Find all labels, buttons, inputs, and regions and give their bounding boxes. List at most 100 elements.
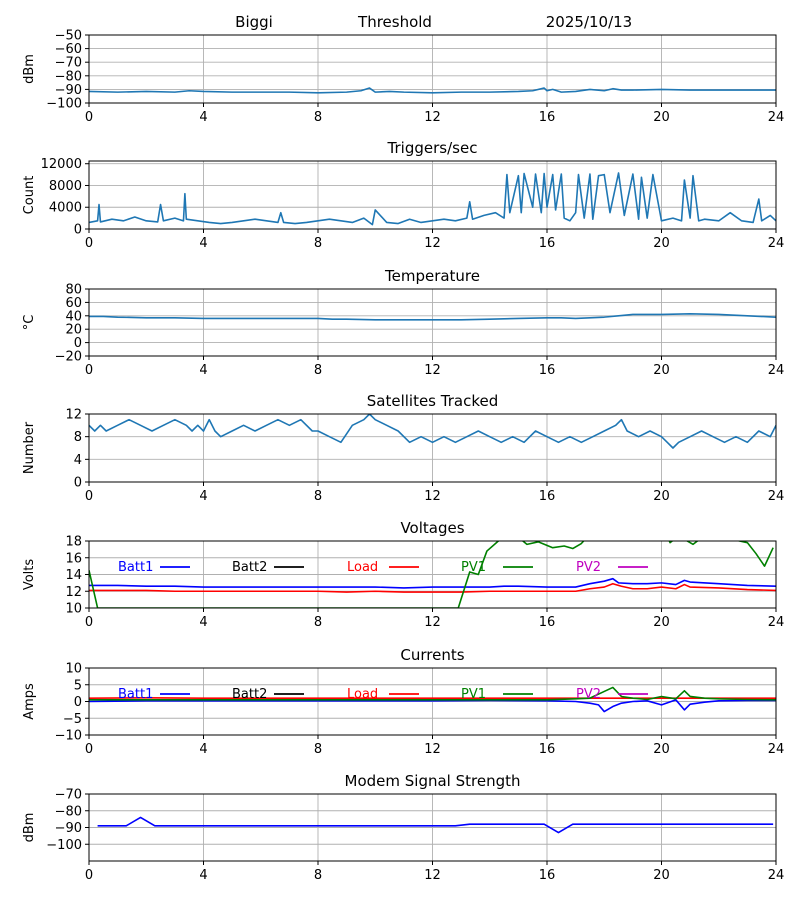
x-tick-label: 4 (199, 868, 207, 883)
y-tick-label: 20 (65, 323, 82, 338)
x-tick-label: 12 (424, 236, 441, 251)
y-tick-label: 0 (74, 336, 82, 351)
y-tick-label: 40 (65, 309, 82, 324)
series-line-currents-batt1 (89, 699, 776, 713)
y-tick-label: 8 (74, 430, 82, 445)
x-tick-label: 8 (314, 868, 322, 883)
x-tick-label: 4 (199, 110, 207, 125)
x-tick-label: 12 (424, 868, 441, 883)
y-axis-label-modem: dBm (22, 813, 37, 843)
legend-label-batt2: Batt2 (232, 560, 267, 575)
x-tick-label: 8 (314, 236, 322, 251)
legend-label-pv2: PV2 (576, 687, 601, 702)
y-axis-label-temperature: °C (22, 315, 37, 331)
y-tick-label: −50 (55, 29, 82, 44)
x-tick-label: 24 (768, 868, 785, 883)
x-tick-label: 16 (539, 363, 556, 378)
x-tick-label: 0 (85, 236, 93, 251)
header-mode: Threshold (357, 13, 432, 31)
y-tick-label: 5 (74, 678, 82, 693)
y-tick-label: 10 (65, 602, 82, 617)
series-line-satellites-0 (89, 414, 776, 449)
legend-label-pv1: PV1 (461, 560, 486, 575)
x-tick-label: 20 (653, 363, 670, 378)
x-tick-label: 0 (85, 615, 93, 630)
x-tick-label: 0 (85, 489, 93, 504)
series-line-temperature-0 (89, 312, 776, 321)
x-tick-label: 20 (653, 742, 670, 757)
series-line-signal-0 (89, 87, 776, 94)
y-tick-label: −80 (55, 804, 82, 819)
x-tick-label: 4 (199, 615, 207, 630)
y-tick-label: −100 (46, 838, 82, 853)
series-line-voltages-pv1 (89, 541, 774, 608)
y-tick-label: 18 (65, 535, 82, 550)
x-tick-label: 8 (314, 489, 322, 504)
series-line-currents-pv1 (89, 686, 776, 701)
panel-title-currents: Currents (400, 646, 464, 664)
legend-label-load: Load (347, 560, 378, 575)
y-tick-label: 60 (65, 296, 82, 311)
x-tick-label: 20 (653, 110, 670, 125)
x-tick-label: 12 (424, 489, 441, 504)
x-tick-label: 12 (424, 363, 441, 378)
x-tick-label: 16 (539, 110, 556, 125)
x-tick-label: 16 (539, 868, 556, 883)
y-tick-label: 4000 (49, 201, 82, 216)
y-tick-label: 0 (74, 695, 82, 710)
y-tick-label: −80 (55, 69, 82, 84)
y-axis-label-voltages: Volts (22, 559, 37, 591)
series-group-currents (89, 686, 776, 713)
series-group-triggers (89, 172, 776, 226)
y-tick-label: 10 (65, 662, 82, 677)
legend-label-batt1: Batt1 (118, 560, 153, 575)
y-axis-label-currents: Amps (22, 683, 37, 720)
y-tick-label: 8000 (49, 179, 82, 194)
header-date: 2025/10/13 (546, 13, 632, 31)
x-tick-label: 16 (539, 615, 556, 630)
series-line-modem-0 (97, 816, 774, 834)
x-tick-label: 0 (85, 868, 93, 883)
y-tick-label: 12 (65, 585, 82, 600)
y-axis-label-signal: dBm (22, 54, 37, 84)
y-tick-label: −60 (55, 42, 82, 57)
panel-modem: 0 4 8 12 16 20 24 −100 −90 −80−70 Modem Signal Str… (22, 772, 784, 883)
panel-triggers: 0 4 8 12 16 20 24 0 4000 8000 12000 Triggers/sec Cou… (22, 139, 784, 251)
series-line-voltages-batt1 (89, 577, 776, 589)
x-tick-label: 24 (768, 236, 785, 251)
series-line-voltages-load (89, 582, 776, 593)
x-tick-label: 12 (424, 742, 441, 757)
y-tick-label: −90 (55, 821, 82, 836)
x-tick-label: 4 (199, 489, 207, 504)
header-station: Biggi (235, 13, 273, 31)
legend-label-batt2: Batt2 (232, 687, 267, 702)
legend-voltages: Batt1 Batt2 Load PV1 PV2 (118, 560, 648, 575)
legend-label-pv2: PV2 (576, 560, 601, 575)
x-tick-label: 4 (199, 236, 207, 251)
legend-currents: Batt1 Batt2 Load PV1 PV2 (118, 687, 648, 702)
series-group-voltages (89, 541, 776, 608)
y-tick-label: −70 (55, 56, 82, 71)
x-tick-label: 20 (653, 615, 670, 630)
y-tick-label: 16 (65, 551, 82, 566)
x-tick-label: 24 (768, 489, 785, 504)
chart-header: Biggi Threshold 2025/10/13 (235, 13, 632, 31)
series-line-triggers-0 (89, 172, 776, 226)
x-tick-label: 16 (539, 742, 556, 757)
x-tick-label: 4 (199, 742, 207, 757)
series-group-temperature (89, 312, 776, 321)
y-tick-label: −70 (55, 788, 82, 803)
y-tick-label: 0 (74, 476, 82, 491)
y-tick-label: −10 (55, 729, 82, 744)
x-tick-label: 16 (539, 489, 556, 504)
x-tick-label: 24 (768, 742, 785, 757)
y-tick-label: −5 (63, 712, 82, 727)
y-tick-label: 0 (74, 223, 82, 238)
x-tick-label: 12 (424, 110, 441, 125)
y-axis-label-triggers: Count (22, 176, 37, 215)
x-tick-label: 0 (85, 363, 93, 378)
x-tick-label: 24 (768, 110, 785, 125)
panel-title-voltages: Voltages (400, 519, 464, 537)
x-tick-label: 12 (424, 615, 441, 630)
